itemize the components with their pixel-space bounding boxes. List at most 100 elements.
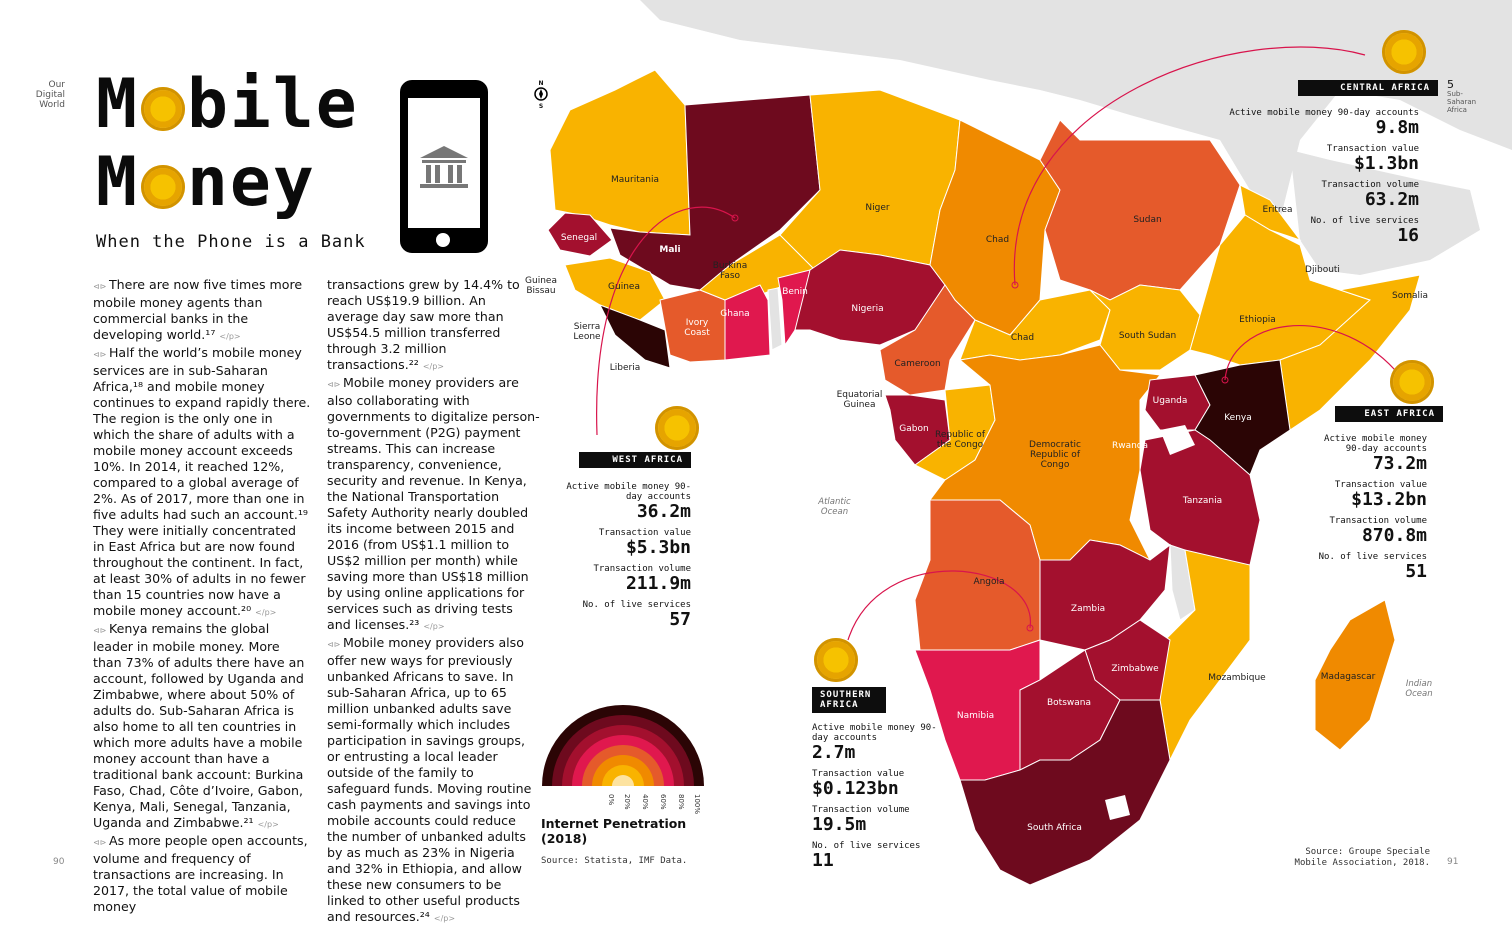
paragraph: ⊲⊳ There are now five times more mobile …: [93, 277, 303, 342]
title-rest-1: bile: [186, 65, 359, 144]
central-africa-badge: CENTRAL AFRICA: [1298, 80, 1438, 96]
map-label-madagascar: Madagascar: [1320, 672, 1376, 682]
east-africa-badge: EAST AFRICA: [1335, 406, 1443, 422]
stat-value: $13.2bn: [1351, 489, 1427, 510]
map-label-ghana: Ghana: [720, 309, 750, 319]
paragraph: ⊲⊳ As more people open accounts, volume …: [93, 833, 308, 914]
stat-label: Active mobile money 90-day accounts: [1324, 434, 1427, 454]
southern-africa-stats: Active mobile money 90-day accounts 2.7m…: [812, 723, 942, 871]
section-number: 5: [1447, 78, 1454, 91]
stat-label: Active mobile money 90-day accounts: [812, 723, 937, 743]
paragraph: ⊲⊳ Kenya remains the global leader in mo…: [93, 621, 305, 830]
map-label-botswana: Botswana: [1047, 698, 1091, 708]
stat-label: No. of live services: [582, 600, 691, 610]
stat-label: Transaction value: [1334, 480, 1427, 490]
title-rest-2: ney: [186, 143, 316, 222]
map-label-angola: Angola: [973, 577, 1005, 587]
stat-value: 73.2m: [1372, 453, 1427, 474]
stat-value: 2.7m: [812, 742, 856, 763]
compass-south: S: [538, 103, 544, 110]
stat-value: 57: [669, 609, 691, 630]
map-label-drc: Democratic Republic of Congo: [1029, 440, 1081, 470]
map-label-eritrea: Eritrea: [1262, 205, 1293, 215]
map-label-nigeria: Nigeria: [851, 304, 884, 314]
map-label-mauritania: Mauritania: [611, 175, 659, 185]
internet-penetration-legend: [542, 705, 704, 786]
paragraph: ⊲⊳ Half the world’s mobile money service…: [93, 345, 311, 618]
africa-map: [547, 0, 1512, 886]
west-africa-stats: Active mobile money 90-day accounts 36.2…: [560, 482, 691, 630]
stat-value: $0.123bn: [812, 778, 899, 799]
paragraph: ⊲⊳ Mobile money providers are also colla…: [327, 375, 540, 632]
section-number-block: 5 Sub-Saharan Africa: [1447, 78, 1487, 114]
map-label-cameroon: Cameroon: [894, 359, 941, 369]
stat-value: 870.8m: [1361, 525, 1427, 546]
stat-value: 63.2m: [1364, 189, 1419, 210]
title-m-letter: M: [96, 143, 139, 222]
stat-value: $5.3bn: [625, 537, 691, 558]
coin-icon: [140, 165, 185, 209]
map-label-guinea: Guinea: [608, 282, 640, 292]
stat-value: 16: [1397, 225, 1419, 246]
page-subtitle: When the Phone is a Bank: [96, 232, 366, 252]
stat-value: 36.2m: [636, 501, 691, 522]
map-label-republic-of-congo: Republic of the Congo: [934, 430, 985, 450]
phone-bank-icon: [400, 80, 488, 253]
map-label-zambia: Zambia: [1070, 604, 1106, 614]
map-label-south-sudan: South Sudan: [1118, 331, 1177, 341]
stat-label: No. of live services: [1310, 216, 1419, 226]
map-label-mozambique: Mozambique: [1208, 673, 1266, 683]
stat-label: Transaction volume: [1321, 180, 1419, 190]
map-label-djibouti: Djibouti: [1305, 265, 1340, 275]
map-label-mali: Mali: [659, 245, 681, 255]
map-label-benin: Benin: [782, 287, 808, 297]
coin-icon: [1382, 30, 1426, 74]
coin-icon: [814, 638, 858, 682]
map-label-chad-2: Chad: [1010, 333, 1035, 343]
map-label-liberia: Liberia: [609, 363, 641, 373]
coin-icon: [655, 406, 699, 450]
stat-label: Transaction value: [598, 528, 691, 538]
stat-label: Transaction value: [1326, 144, 1419, 154]
stat-value: 9.8m: [1375, 117, 1419, 138]
map-label-somalia: Somalia: [1391, 291, 1429, 301]
stat-value: 19.5m: [812, 814, 867, 835]
stat-value: 11: [812, 850, 834, 871]
map-label-chad: Chad: [985, 235, 1010, 245]
map-label-namibia: Namibia: [956, 711, 995, 721]
bank-icon: [420, 146, 468, 188]
section-name: Sub-Saharan Africa: [1447, 90, 1477, 114]
map-label-kenya: Kenya: [1224, 413, 1252, 423]
stat-label: No. of live services: [1318, 552, 1427, 562]
paragraph: ⊲⊳ Mobile money providers also offer new…: [327, 635, 532, 924]
stat-value: 51: [1405, 561, 1427, 582]
map-label-tanzania: Tanzania: [1182, 496, 1223, 506]
map-label-niger: Niger: [865, 203, 890, 213]
map-label-ethiopia: Ethiopia: [1239, 315, 1276, 325]
west-africa-badge: WEST AFRICA: [579, 452, 691, 468]
map-label-burkina-faso: Burkina Faso: [712, 261, 748, 281]
compass-north: N: [538, 80, 544, 87]
compass-icon: [534, 87, 548, 101]
map-label-indian-ocean: Indian Ocean: [1405, 679, 1433, 699]
map-label-ivory-coast: Ivory Coast: [684, 318, 710, 338]
map-label-sierra-leone: Sierra Leone: [573, 322, 601, 342]
title-m-letter: M: [96, 65, 139, 144]
section-label: Our Digital World: [35, 80, 65, 110]
stat-label: Transaction value: [812, 769, 905, 779]
map-label-equatorial-guinea: Equatorial Guinea: [836, 390, 883, 410]
central-africa-stats: Active mobile money 90-day accounts 9.8m…: [1225, 108, 1419, 246]
stat-label: Transaction volume: [812, 805, 910, 815]
stat-value: 211.9m: [625, 573, 691, 594]
stat-label: Transaction volume: [593, 564, 691, 574]
text-column-2: transactions grew by 14.4% to reach US$1…: [327, 277, 540, 927]
stat-label: Transaction volume: [1329, 516, 1427, 526]
map-label-senegal: Senegal: [560, 233, 598, 243]
map-label-uganda: Uganda: [1152, 396, 1188, 406]
map-label-guinea-bissau: Guinea Bissau: [525, 276, 557, 296]
map-label-south-africa: South Africa: [1027, 823, 1082, 833]
map-label-zimbabwe: Zimbabwe: [1111, 664, 1159, 674]
stat-label: Active mobile money 90-day accounts: [566, 482, 691, 502]
page-number-left: 90: [53, 857, 65, 867]
